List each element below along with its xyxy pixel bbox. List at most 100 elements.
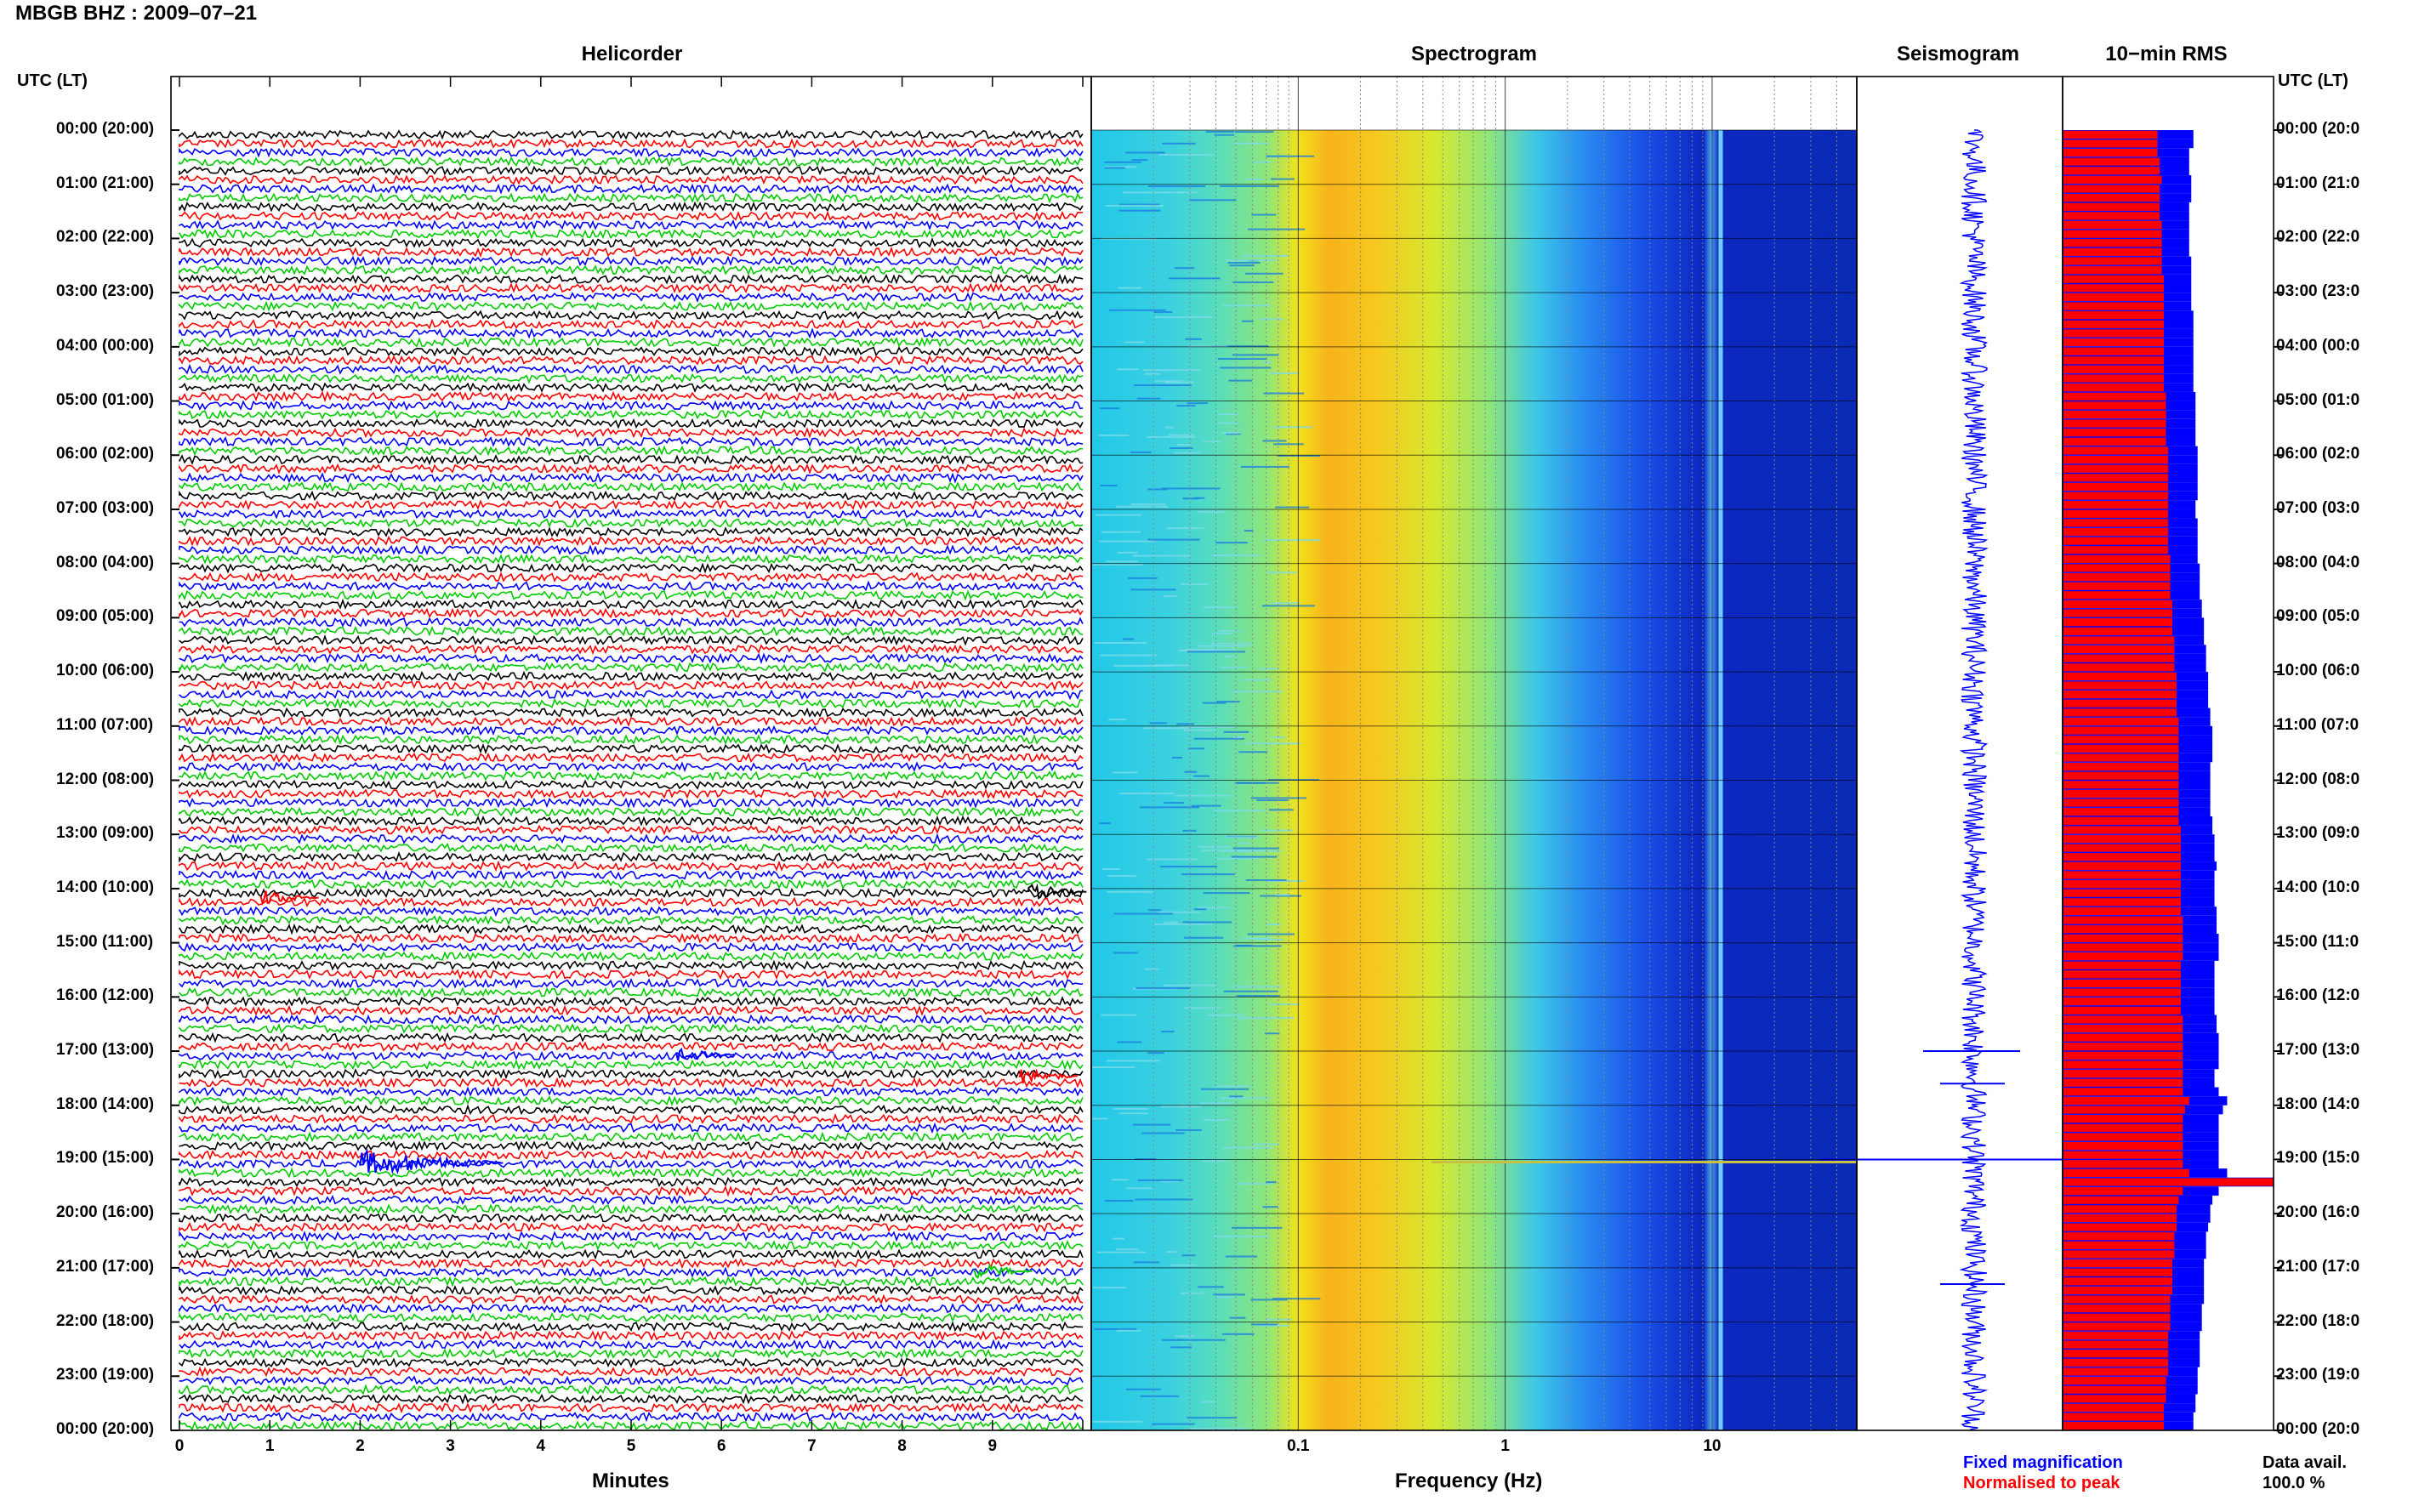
rms-bar-normalised bbox=[2063, 970, 2181, 979]
hour-label-left: 09:00 (05:00) bbox=[56, 607, 155, 626]
spectrogram-noise bbox=[1225, 1255, 1257, 1258]
rms-bar-normalised bbox=[2063, 916, 2183, 924]
rms-bar-normalised bbox=[2063, 808, 2179, 816]
hour-label-right: 05:00 (01:0 bbox=[2276, 390, 2360, 409]
helicorder-trace bbox=[179, 1158, 1084, 1170]
spectrogram-noise bbox=[1130, 588, 1176, 591]
spectrogram-noise bbox=[1242, 254, 1289, 257]
helicorder-trace bbox=[179, 1357, 1084, 1368]
helicorder-trace bbox=[179, 499, 1084, 511]
rms-bar-normalised bbox=[2063, 636, 2175, 645]
spectrogram-noise bbox=[1234, 142, 1269, 145]
helicorder-trace bbox=[179, 860, 1084, 873]
helicorder-trace bbox=[179, 986, 1084, 998]
helicorder-trace bbox=[179, 1068, 1084, 1080]
rms-bar-normalised bbox=[2063, 1051, 2183, 1060]
spectrogram-noise bbox=[1235, 944, 1252, 946]
helicorder-trace bbox=[179, 1276, 1084, 1288]
spectrogram-noise bbox=[1160, 866, 1218, 868]
spectrogram-noise bbox=[1233, 945, 1282, 947]
helicorder-trace bbox=[179, 1167, 1084, 1179]
rms-bar-normalised bbox=[2063, 220, 2162, 230]
rms-bar-normalised bbox=[2063, 329, 2165, 338]
spectrogram-noise bbox=[1105, 560, 1139, 563]
helicorder-trace bbox=[179, 1411, 1084, 1423]
spectrogram-noise bbox=[1198, 907, 1231, 909]
spectrogram-noise bbox=[1142, 369, 1200, 372]
spectrogram-noise bbox=[1147, 1052, 1164, 1054]
spectrogram-noise bbox=[1213, 1293, 1245, 1296]
seismogram-title: Seismogram bbox=[1896, 43, 2020, 65]
helicorder-trace bbox=[179, 878, 1084, 890]
rms-bar-normalised bbox=[2063, 1123, 2183, 1132]
spectrogram-noise bbox=[1132, 554, 1191, 557]
spectrogram-noise bbox=[1161, 1031, 1175, 1033]
hour-label-right: 06:00 (02:0 bbox=[2276, 445, 2360, 463]
spectrogram-noise bbox=[1128, 577, 1158, 579]
spectrogram-noise bbox=[1266, 1318, 1292, 1321]
spectrogram-noise bbox=[1165, 426, 1175, 429]
rms-bar-normalised bbox=[2063, 429, 2166, 437]
freq-tick-label: 10 bbox=[1703, 1437, 1722, 1455]
seismogram-trace bbox=[1959, 129, 1989, 1430]
helicorder-trace bbox=[179, 454, 1084, 466]
spectrogram-noise bbox=[1266, 155, 1314, 157]
panel-frame bbox=[1856, 76, 2063, 1431]
rms-bar-normalised bbox=[2063, 194, 2160, 202]
spectrogram-noise bbox=[1233, 736, 1244, 739]
hour-label-left: 05:00 (01:00) bbox=[56, 390, 155, 409]
helicorder-trace bbox=[179, 869, 1084, 881]
helicorder-trace bbox=[179, 192, 1084, 204]
rms-bar-normalised bbox=[2063, 1322, 2171, 1331]
spectrogram-noise bbox=[1213, 1236, 1270, 1238]
spectrogram-noise bbox=[1104, 166, 1137, 168]
helicorder-trace bbox=[179, 1285, 1084, 1296]
rms-bar-normalised bbox=[2063, 1133, 2183, 1141]
x-axis-label-minutes: Minutes bbox=[592, 1469, 669, 1492]
rms-bar-normalised bbox=[2063, 645, 2175, 654]
rms-bar-normalised bbox=[2063, 1331, 2168, 1340]
helicorder-trace bbox=[179, 906, 1084, 918]
helicorder-trace bbox=[179, 526, 1084, 537]
spectrogram-noise bbox=[1269, 372, 1300, 374]
spectrogram-noise bbox=[1231, 855, 1278, 858]
spectrogram-noise bbox=[1222, 1146, 1273, 1149]
spectrogram-noise bbox=[1207, 1014, 1244, 1016]
spectrogram-noise bbox=[1216, 701, 1240, 703]
spectrogram-noise bbox=[1160, 1106, 1203, 1108]
helicorder-trace bbox=[179, 165, 1084, 177]
spectrogram-noise bbox=[1216, 857, 1259, 860]
spectrogram-noise bbox=[1119, 793, 1175, 795]
helicorder-trace bbox=[179, 173, 1084, 185]
helicorder-trace bbox=[179, 544, 1084, 556]
helicorder-trace bbox=[179, 1339, 1084, 1350]
rms-bar-normalised bbox=[2063, 572, 2171, 582]
spectrogram-noise bbox=[1244, 272, 1283, 275]
spectrogram-noise bbox=[1106, 890, 1153, 893]
helicorder-trace bbox=[179, 1384, 1084, 1395]
legend-fixed-magnification: Fixed magnification bbox=[1963, 1453, 2123, 1472]
spectrogram-noise bbox=[1268, 778, 1319, 781]
hour-label-left: 00:00 (20:00) bbox=[56, 1420, 155, 1438]
rms-bar-normalised bbox=[2063, 519, 2168, 527]
minute-tick-label: 0 bbox=[174, 1437, 185, 1455]
helicorder-trace bbox=[179, 842, 1084, 854]
spectrogram-noise bbox=[1197, 645, 1249, 647]
rms-bar-normalised bbox=[2063, 1286, 2172, 1295]
rms-bar-normalised bbox=[2063, 654, 2175, 662]
spectrogram-noise bbox=[1261, 605, 1315, 607]
helicorder-trace bbox=[179, 490, 1084, 502]
hour-label-right: 23:00 (19:0 bbox=[2276, 1366, 2360, 1384]
rms-bar-normalised bbox=[2063, 1060, 2183, 1069]
helicorder-title: Helicorder bbox=[581, 43, 683, 65]
helicorder-trace bbox=[179, 788, 1084, 799]
helicorder-trace bbox=[179, 1293, 1084, 1305]
spectrogram-noise bbox=[1198, 1286, 1224, 1288]
spectrogram-noise bbox=[1164, 802, 1184, 804]
spectrogram-noise bbox=[1224, 655, 1238, 657]
rms-plot bbox=[2063, 130, 2274, 1430]
spectrogram-noise bbox=[1221, 432, 1241, 435]
rms-bar-normalised bbox=[2063, 663, 2175, 672]
helicorder-trace bbox=[179, 1185, 1084, 1197]
spectrogram-noise bbox=[1144, 372, 1162, 375]
